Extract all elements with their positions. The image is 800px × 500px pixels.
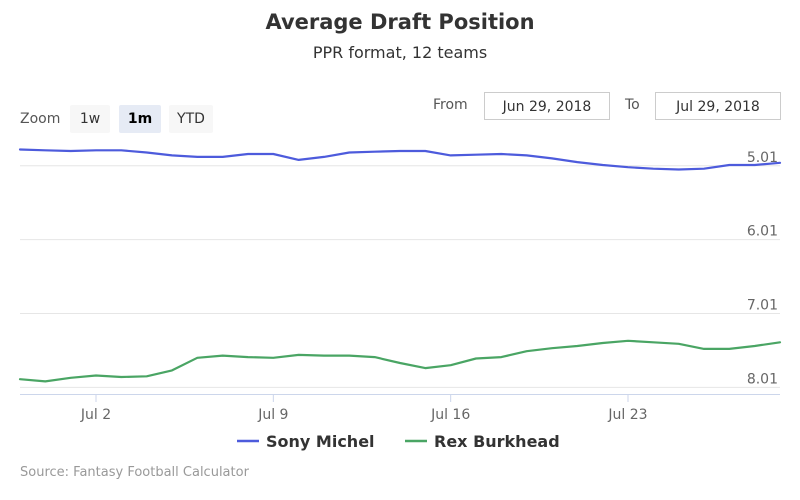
zoom-label: Zoom bbox=[20, 111, 61, 127]
zoom-1m-button[interactable]: 1m bbox=[119, 105, 161, 133]
to-label: To bbox=[625, 97, 640, 113]
from-label: From bbox=[433, 97, 468, 113]
x-tick-label: Jul 2 bbox=[80, 407, 111, 423]
x-tick-label: Jul 16 bbox=[430, 407, 470, 423]
series-line-rex-burkhead bbox=[18, 339, 782, 383]
zoom-ytd-button[interactable]: YTD bbox=[169, 105, 213, 133]
chart-source: Source: Fantasy Football Calculator bbox=[20, 465, 249, 480]
y-tick-label: 7.01 bbox=[747, 297, 778, 313]
legend-label-rex-burkhead: Rex Burkhead bbox=[434, 432, 560, 451]
from-date-input[interactable]: Jun 29, 2018 bbox=[484, 92, 610, 120]
zoom-1w-button[interactable]: 1w bbox=[70, 105, 110, 133]
x-tick-label: Jul 9 bbox=[257, 407, 288, 423]
y-tick-label: 5.01 bbox=[747, 150, 778, 166]
x-tick-label: Jul 23 bbox=[607, 407, 647, 423]
y-tick-label: 8.01 bbox=[747, 371, 778, 387]
chart-subtitle: PPR format, 12 teams bbox=[312, 43, 488, 62]
to-date-input[interactable]: Jul 29, 2018 bbox=[655, 92, 781, 120]
series-line-sony-michel bbox=[18, 148, 782, 171]
y-tick-label: 6.01 bbox=[747, 224, 778, 240]
legend-label-sony-michel: Sony Michel bbox=[266, 432, 375, 451]
chart-title: Average Draft Position bbox=[265, 10, 535, 34]
